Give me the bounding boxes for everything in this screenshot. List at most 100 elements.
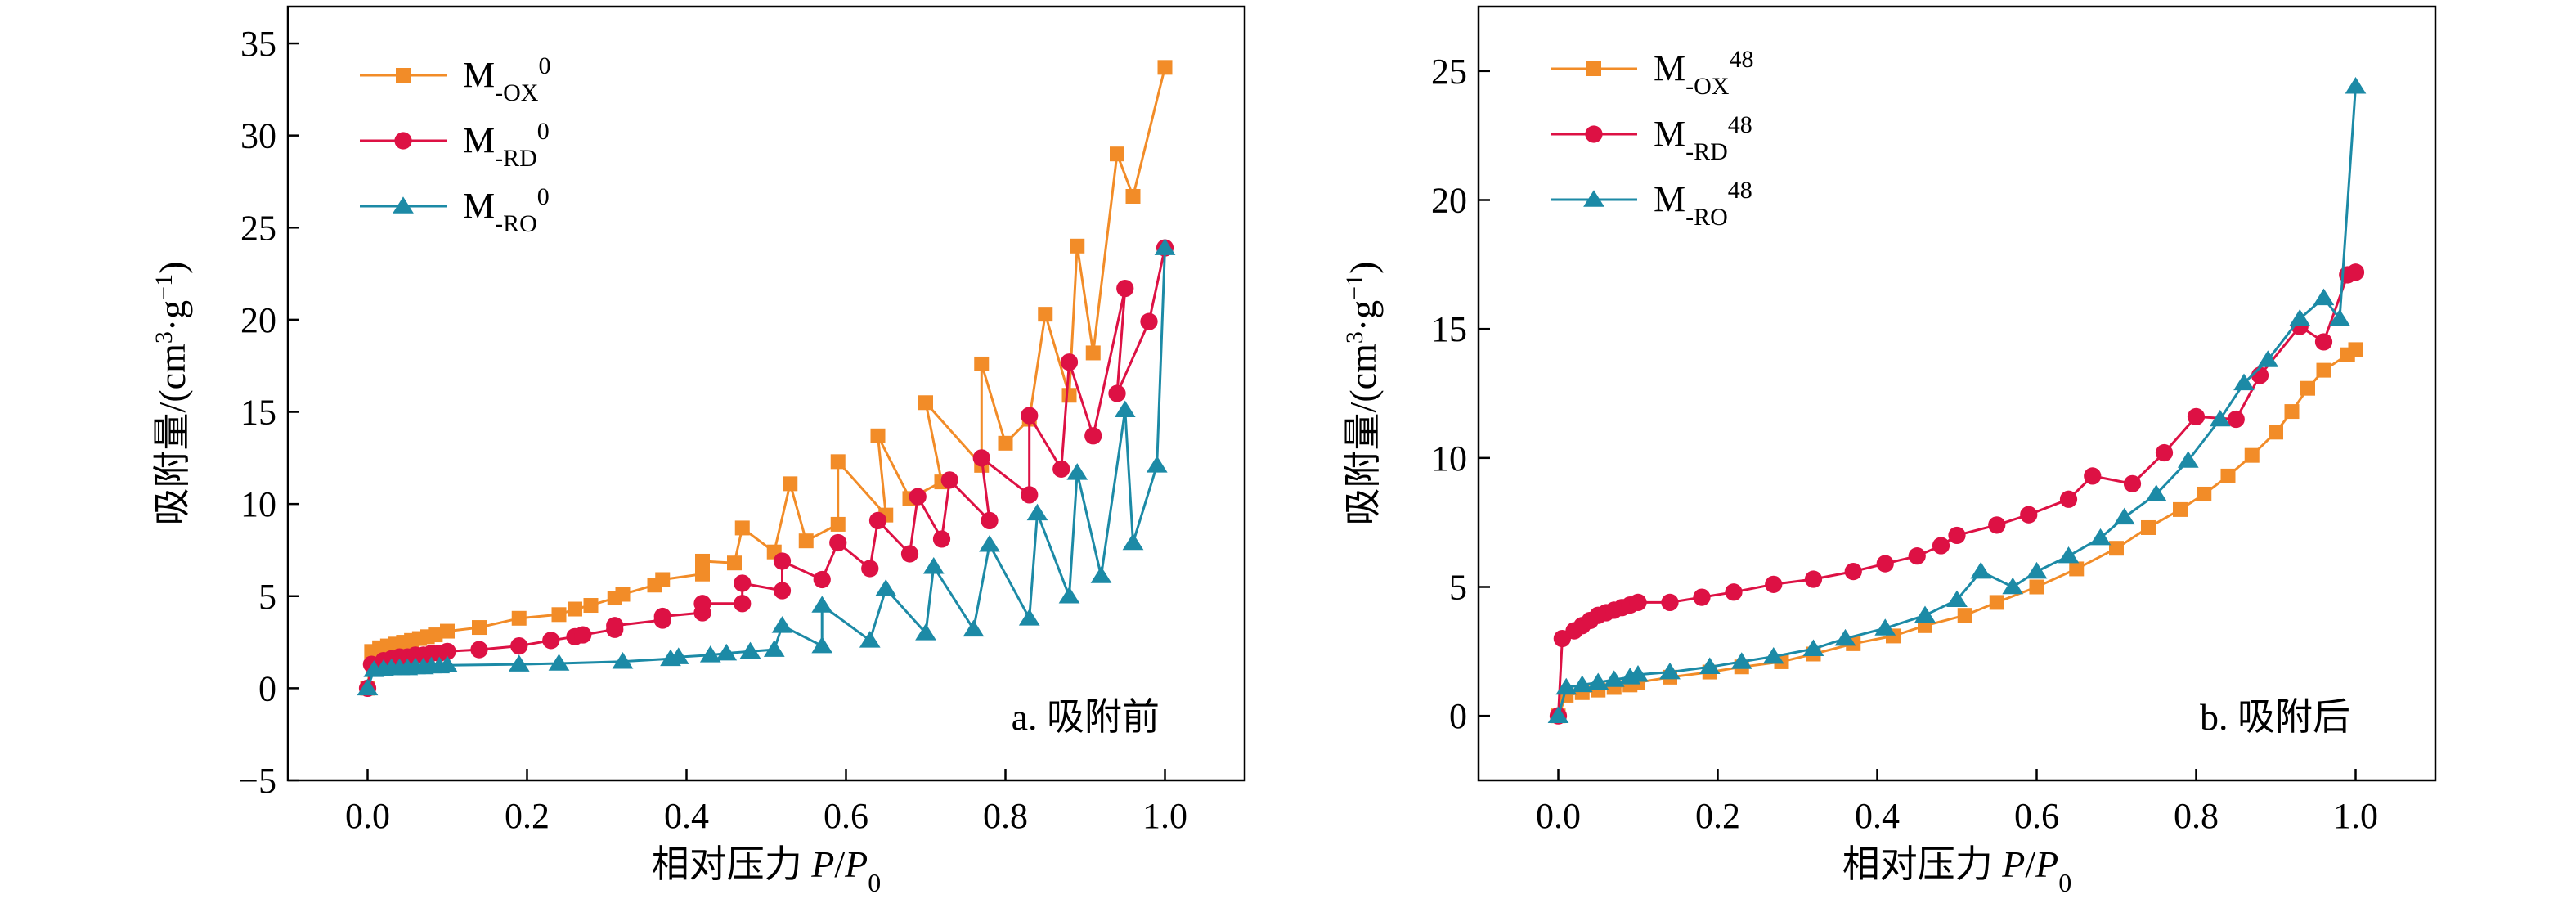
x-tick-label: 0.4 xyxy=(1855,796,1900,836)
x-tick-label: 0.8 xyxy=(2174,796,2219,836)
data-point xyxy=(1765,575,1783,593)
legend-marker xyxy=(1586,61,1601,76)
data-point xyxy=(1052,460,1070,478)
x-tick-label: 0.6 xyxy=(824,796,868,836)
data-point xyxy=(2084,467,2102,485)
data-point xyxy=(440,623,455,639)
legend-entry: M-OX0 xyxy=(360,52,550,106)
data-point xyxy=(1946,590,1968,608)
data-point xyxy=(2348,342,2363,357)
data-point xyxy=(2020,506,2038,524)
data-point xyxy=(2244,447,2260,463)
data-point xyxy=(568,601,582,617)
data-point xyxy=(915,623,936,641)
data-point xyxy=(1110,146,1124,162)
data-point xyxy=(2059,490,2078,508)
data-point xyxy=(1084,427,1102,445)
data-point xyxy=(2173,501,2188,517)
data-point xyxy=(1876,555,1894,573)
data-point xyxy=(1085,345,1101,361)
data-point xyxy=(2177,451,2199,468)
data-point xyxy=(811,596,833,613)
legend-marker xyxy=(1583,190,1604,207)
data-point xyxy=(1066,463,1088,480)
panel-label: a. 吸附前 xyxy=(1012,696,1160,738)
data-point xyxy=(438,642,456,660)
data-point xyxy=(922,557,945,574)
data-point xyxy=(1125,188,1141,204)
data-point xyxy=(716,643,738,661)
data-point xyxy=(2145,484,2167,501)
legend-entry: M-OX48 xyxy=(1551,46,1753,100)
data-point xyxy=(1603,670,1625,687)
data-point xyxy=(2141,519,2156,535)
data-point xyxy=(2227,410,2245,429)
data-point xyxy=(830,454,846,470)
chart-panel-b: 0.0 0.2 0.4 0.6 0.8 1.0 0 5 10 15 20 25 相对压力 P/P0 吸… xyxy=(1341,5,2437,897)
chart-panel-a: 0.0 0.2 0.4 0.6 0.8 1.0 −5 0 5 10 15 20 25 30 35 相对压力 … xyxy=(150,5,1246,897)
y-tick-label: 15 xyxy=(1431,309,1467,349)
data-point xyxy=(2314,333,2333,351)
data-point xyxy=(1555,677,1577,695)
series-rd xyxy=(358,239,1174,698)
data-point xyxy=(1070,238,1085,254)
series-line xyxy=(366,66,1166,689)
data-point xyxy=(653,607,671,626)
legend-label: M-OX0 xyxy=(463,52,550,106)
y-tick-label: 5 xyxy=(258,577,276,617)
data-point xyxy=(2058,546,2080,564)
y-tick-label: 20 xyxy=(1431,181,1467,221)
data-point xyxy=(1659,662,1681,680)
x-axis-title: 相对压力 P/P0 xyxy=(1842,843,2072,897)
data-point xyxy=(511,610,527,626)
data-point xyxy=(1834,628,1856,646)
data-point xyxy=(1988,516,2006,534)
y-axis-title: 吸附量/(cm3·g−1) xyxy=(150,262,194,526)
data-point xyxy=(542,632,560,650)
data-point xyxy=(1693,588,1711,606)
data-point xyxy=(870,428,886,443)
data-point xyxy=(1090,566,1112,583)
x-tick-label: 0.4 xyxy=(664,796,709,836)
data-point xyxy=(508,654,530,672)
data-point xyxy=(1061,388,1077,403)
data-point xyxy=(2155,443,2174,462)
data-point xyxy=(2220,468,2236,483)
x-tick-label: 0.6 xyxy=(2014,796,2059,836)
data-point xyxy=(798,533,814,549)
data-point xyxy=(1762,646,1784,664)
legend-marker xyxy=(396,68,411,83)
data-point xyxy=(612,652,634,669)
y-tick-label: 5 xyxy=(1449,568,1467,608)
data-point xyxy=(1026,503,1048,521)
x-tick-label: 0.2 xyxy=(505,796,550,836)
data-point xyxy=(2313,288,2335,306)
data-point xyxy=(963,619,985,637)
series-ro xyxy=(1547,77,2367,723)
legend-label: M-RD48 xyxy=(1654,111,1752,165)
x-tick-label: 0.8 xyxy=(983,796,1028,836)
y-tick-label: −5 xyxy=(238,761,276,801)
data-point xyxy=(2300,380,2315,396)
data-point xyxy=(1547,706,1569,723)
y-tick-label: 15 xyxy=(240,393,276,433)
legend-label: M-RD0 xyxy=(463,118,550,172)
data-point xyxy=(1627,665,1649,682)
data-point xyxy=(357,678,379,696)
data-point xyxy=(1629,593,1647,612)
data-point xyxy=(583,598,599,614)
data-point xyxy=(548,654,570,671)
data-point xyxy=(868,511,887,530)
plot-frame xyxy=(286,5,1246,782)
data-point xyxy=(606,617,624,635)
data-point xyxy=(510,636,528,655)
legend: M-OX48 M-RD48 M-RO48 xyxy=(1551,46,1753,231)
data-point xyxy=(1116,279,1134,298)
data-point xyxy=(1146,456,1168,473)
data-point xyxy=(773,552,792,570)
data-point xyxy=(1908,547,1926,565)
data-point xyxy=(1060,353,1079,371)
x-tick-label: 0.2 xyxy=(1695,796,1740,836)
series-line xyxy=(1557,271,2356,717)
data-point xyxy=(783,476,798,492)
